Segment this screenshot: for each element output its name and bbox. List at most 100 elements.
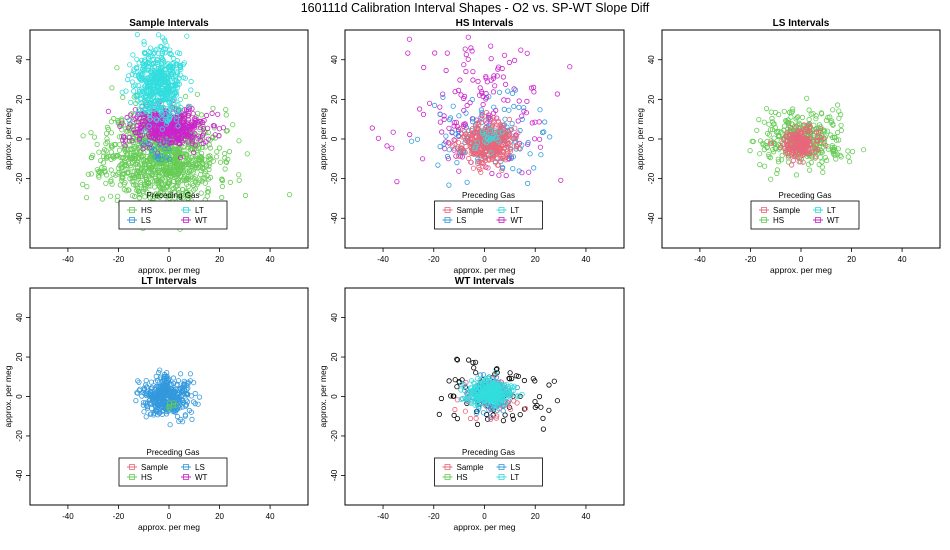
data-point: [103, 131, 110, 137]
data-point: [530, 376, 536, 382]
data-point: [161, 387, 167, 393]
data-point: [779, 140, 785, 146]
data-point: [784, 130, 790, 136]
x-tick-label: 0: [482, 255, 487, 264]
data-point: [176, 146, 182, 152]
data-point: [153, 386, 159, 392]
data-point: [757, 162, 763, 168]
data-point: [454, 357, 461, 363]
data-point: [141, 409, 147, 415]
data-point: [781, 108, 787, 114]
data-point: [134, 31, 140, 38]
data-point: [177, 165, 183, 171]
data-point: [558, 177, 564, 183]
data-point: [180, 419, 186, 425]
data-point: [476, 406, 482, 412]
data-point: [166, 376, 172, 382]
data-point: [507, 370, 513, 376]
legend-marker: [129, 474, 135, 480]
data-point: [440, 91, 446, 97]
data-point: [483, 164, 489, 170]
data-point: [88, 130, 94, 136]
data-point: [114, 65, 120, 71]
data-point: [769, 115, 775, 122]
legend-box: [434, 457, 543, 487]
data-point: [146, 123, 152, 129]
data-point: [128, 111, 134, 117]
data-point: [189, 416, 195, 422]
panel-title: HS Intervals: [456, 18, 514, 29]
data-point: [761, 119, 767, 125]
data-point: [447, 115, 454, 121]
y-axis-label: approx. per meg: [635, 108, 645, 170]
data-point: [129, 179, 135, 185]
data-point: [766, 152, 772, 158]
data-point: [143, 161, 149, 168]
legend-marker: [183, 207, 189, 213]
data-point: [153, 395, 159, 401]
data-point: [486, 144, 492, 150]
legend-label: Sample: [457, 206, 485, 215]
data-point: [158, 390, 164, 397]
data-point: [144, 384, 150, 390]
data-point: [153, 191, 159, 197]
data-point: [531, 165, 537, 171]
data-point: [161, 96, 167, 102]
data-point: [131, 116, 137, 122]
data-point: [205, 129, 211, 136]
data-point: [480, 164, 486, 170]
data-point: [140, 70, 146, 77]
data-point: [531, 136, 538, 142]
data-point: [451, 412, 457, 418]
data-point: [469, 48, 475, 54]
data-point: [130, 52, 136, 58]
data-point: [131, 88, 137, 94]
data-point: [819, 149, 825, 155]
legend-marker: [444, 207, 451, 213]
data-point: [524, 98, 530, 105]
data-point: [139, 393, 145, 399]
data-point: [217, 159, 224, 165]
data-point: [506, 387, 512, 394]
data-point: [145, 122, 151, 128]
legend-item-hs: HS: [442, 473, 468, 482]
legend-label: LT: [511, 473, 520, 482]
data-point: [459, 143, 465, 149]
panel-4: LT Intervals-40 -20 0 20 40-40-2002040approx…: [3, 276, 309, 532]
data-point: [785, 138, 791, 144]
data-point: [144, 189, 150, 195]
x-axis-label: approx. per meg: [138, 522, 200, 532]
data-point: [463, 51, 469, 58]
data-point: [499, 65, 505, 72]
data-point: [497, 124, 504, 131]
data-point: [172, 195, 178, 201]
data-point: [487, 416, 494, 422]
data-point: [104, 139, 111, 145]
data-point: [167, 112, 173, 118]
data-point: [222, 166, 228, 172]
x-tick-label: 20: [531, 512, 540, 521]
data-point: [108, 130, 115, 136]
data-point: [446, 125, 452, 131]
y-tick-label: 40: [15, 313, 24, 322]
data-point: [132, 107, 138, 113]
data-point: [463, 132, 469, 138]
data-point: [187, 127, 193, 133]
data-point: [785, 159, 792, 165]
data-point: [820, 169, 826, 175]
data-point: [493, 415, 499, 421]
x-tick-label: 0: [482, 512, 487, 521]
data-point: [190, 111, 196, 117]
data-point: [136, 173, 142, 179]
data-point: [461, 387, 467, 393]
data-point: [845, 148, 851, 154]
data-point: [135, 185, 141, 191]
data-point: [406, 36, 412, 42]
data-point: [501, 52, 508, 58]
data-point: [179, 193, 185, 199]
x-tick-label: -20: [745, 255, 757, 264]
data-point: [508, 383, 514, 389]
data-point: [493, 400, 499, 406]
data-point: [129, 138, 135, 144]
